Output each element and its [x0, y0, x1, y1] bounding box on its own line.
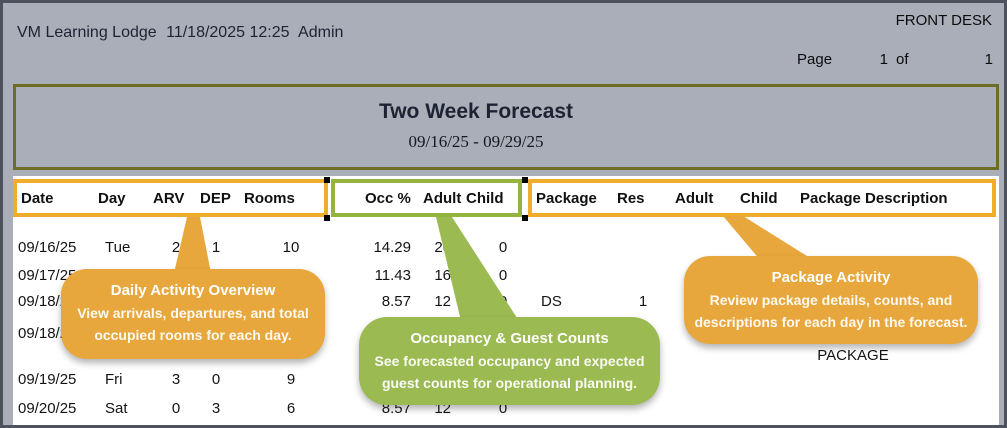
cell-rooms: 9 [286, 371, 296, 388]
callout-line: guest counts for operational planning. [381, 375, 638, 391]
highlight-handle [522, 215, 528, 221]
col-header-pkg-adult: Adult [675, 190, 714, 207]
cell-child: 0 [498, 293, 508, 310]
report-header-line: VM Learning Lodge 11/18/2025 12:25 Admin [17, 24, 348, 42]
cell-dep: 3 [211, 400, 221, 417]
col-header-occ: Occ % [365, 190, 411, 207]
highlight-handle [324, 177, 330, 183]
col-header-dep: DEP [200, 190, 231, 207]
callout-line: View arrivals, departures, and total [77, 305, 309, 321]
cell-child: 0 [498, 239, 508, 256]
report-title-box: Two Week Forecast 09/16/25 - 09/29/25 [13, 84, 999, 170]
col-header-res: Res [617, 190, 645, 207]
table-row: 09/20/25 Sat 0 3 6 8.57 12 0 [3, 400, 1004, 420]
cell-occ: 14.29 [373, 239, 411, 256]
col-header-pkg-desc: Package Description [800, 190, 948, 207]
col-header-arv: ARV [153, 190, 185, 207]
property-name: VM Learning Lodge [17, 24, 157, 41]
cell-adult: 20 [434, 239, 451, 256]
page-current: 1 [879, 51, 888, 68]
cell-dep: 1 [211, 239, 221, 256]
page-label: Page [797, 51, 833, 68]
occupancy-callout[interactable]: Occupancy & Guest Counts See forecasted … [359, 317, 660, 405]
col-header-rooms: Rooms [244, 190, 295, 207]
report-title: Two Week Forecast [378, 100, 574, 123]
header-group-packages [528, 179, 996, 217]
callout-title: Package Activity [771, 269, 891, 286]
cell-date: 09/16/25 [18, 239, 77, 256]
col-header-child: Child [466, 190, 504, 207]
report-datetime: 11/18/2025 12:25 [166, 24, 290, 41]
col-header-adult: Adult [423, 190, 462, 207]
report-date-range: 09/16/25 - 09/29/25 [408, 132, 544, 151]
cell-occ: 8.57 [381, 293, 411, 310]
cell-day: Tue [105, 239, 131, 256]
callout-title: Daily Activity Overview [110, 282, 276, 299]
user-name: Admin [298, 24, 344, 41]
cell-rooms: 6 [286, 400, 296, 417]
cell-package: DS [541, 293, 562, 310]
cell-arv: 3 [171, 371, 181, 388]
cell-occ: 11.43 [374, 267, 411, 284]
callout-line: Review package details, counts, and [709, 292, 953, 308]
highlight-handle [522, 177, 528, 183]
callout-title: Occupancy & Guest Counts [410, 330, 609, 347]
page-of-label: of [896, 51, 909, 68]
cell-day: Fri [105, 371, 123, 388]
cell-rooms: 10 [282, 239, 300, 256]
highlight-handle [324, 215, 330, 221]
callout-line: occupied rooms for each day. [94, 327, 292, 343]
daily-activity-callout[interactable]: Daily Activity Overview View arrivals, d… [61, 269, 325, 359]
cell-child: 0 [498, 267, 508, 284]
cell-child: 0 [498, 400, 508, 417]
col-header-date: Date [21, 190, 54, 207]
cell-pkg-desc-line2: PACKAGE [817, 347, 889, 364]
header-group-occupancy [331, 179, 522, 217]
cell-arv: 2 [171, 239, 181, 256]
package-callout[interactable]: Package Activity Review package details,… [684, 256, 978, 344]
page-total: 1 [984, 51, 993, 68]
cell-dep: 0 [211, 371, 221, 388]
cell-date: 09/17/25 [18, 267, 77, 284]
callout-line: descriptions for each day in the forecas… [694, 314, 968, 330]
col-header-pkg-child: Child [740, 190, 778, 207]
cell-date: 09/20/25 [18, 400, 77, 417]
cell-adult: 12 [434, 293, 451, 310]
col-header-package: Package [536, 190, 597, 207]
cell-date: 09/19/25 [18, 371, 77, 388]
cell-res: 1 [638, 293, 648, 310]
cell-adult: 16 [434, 267, 451, 284]
table-row: 09/19/25 Fri 3 0 9 [3, 371, 1004, 391]
cell-arv: 0 [171, 400, 181, 417]
header-group-daily-activity [13, 179, 328, 217]
callout-line: See forecasted occupancy and expected [374, 353, 645, 369]
col-header-day: Day [98, 190, 126, 207]
department-label: FRONT DESK [895, 12, 992, 29]
cell-day: Sat [105, 400, 128, 417]
